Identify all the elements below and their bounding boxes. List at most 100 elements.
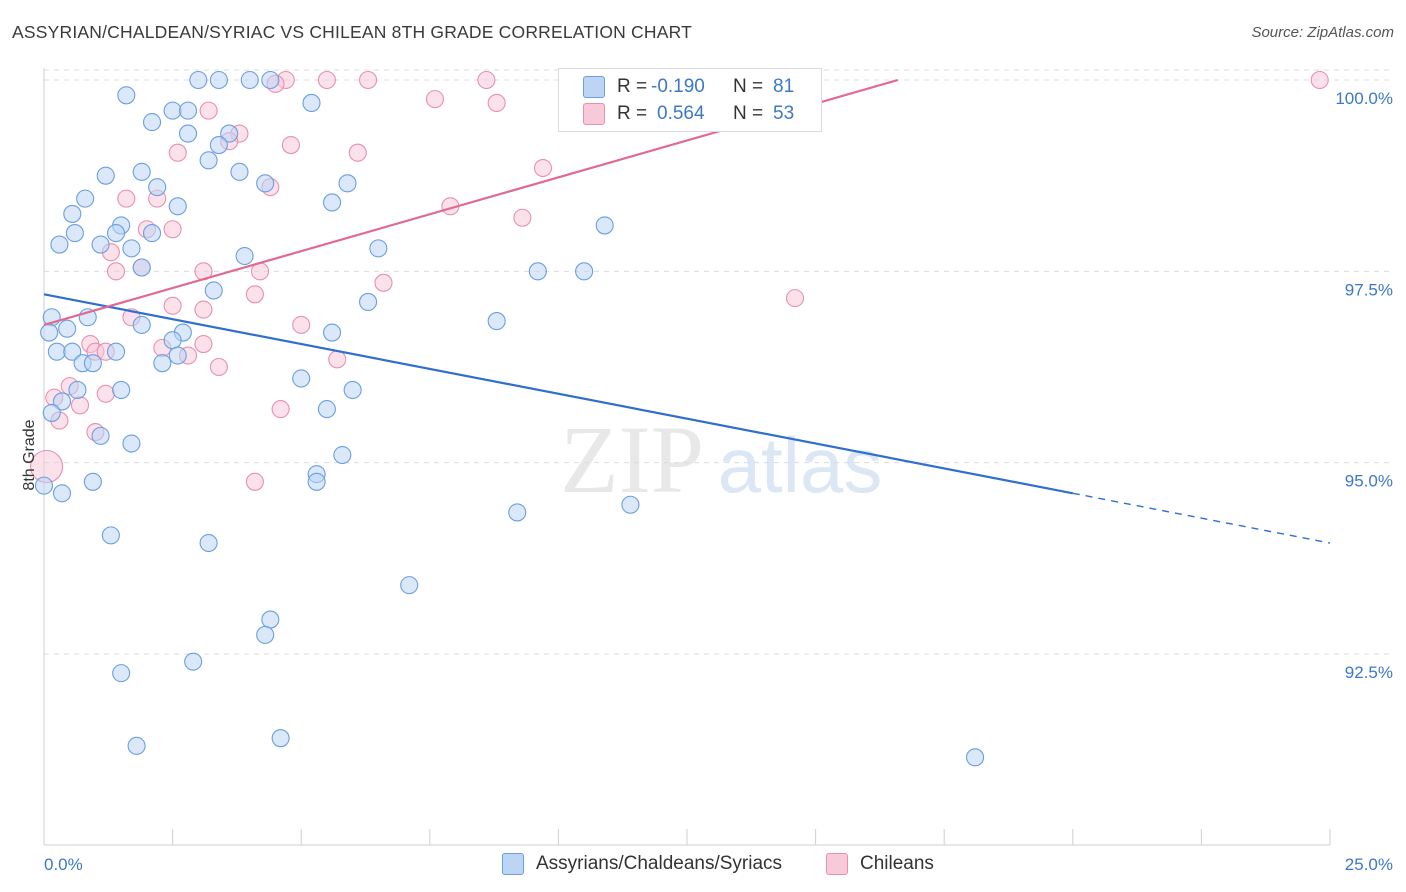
legend-item-blue[interactable]: Assyrians/Chaldeans/Syriacs <box>502 852 782 876</box>
blue-point <box>209 70 228 90</box>
blue-point <box>96 166 115 185</box>
pink-swatch <box>583 103 605 125</box>
blue-point <box>63 204 82 223</box>
blue-point <box>76 189 95 208</box>
blue-trend-extension <box>1072 492 1331 544</box>
pink-point <box>117 189 136 208</box>
blue-point <box>168 197 187 216</box>
blue-point <box>966 748 985 767</box>
blue-point <box>595 216 614 235</box>
legend-pink-label: Chileans <box>860 853 934 874</box>
blue-point <box>256 625 275 644</box>
blue-point <box>292 369 311 388</box>
pink-point <box>425 90 444 109</box>
blue-point <box>333 445 352 465</box>
blue-point <box>91 426 110 445</box>
blue-point <box>132 258 151 277</box>
blue-point <box>63 342 82 361</box>
watermark: ZIP atlas <box>560 406 882 513</box>
blue-point <box>112 664 131 683</box>
pink-point <box>194 300 213 319</box>
blue-point <box>163 331 182 350</box>
blue-point <box>271 729 290 748</box>
blue-point <box>178 101 198 120</box>
y-tick-label: 92.5% <box>1345 663 1393 682</box>
blue-point <box>58 319 77 338</box>
blue-point <box>307 472 326 491</box>
blue-point <box>575 262 594 281</box>
grid-lines <box>44 69 1390 655</box>
pink-point <box>281 136 300 155</box>
blue-point <box>230 162 249 181</box>
pink-point <box>487 93 506 113</box>
pink-point <box>271 400 290 419</box>
pink-n-value: 53 <box>773 103 795 124</box>
source-label: Source: ZipAtlas.com <box>1251 24 1394 41</box>
blue-point <box>168 346 187 365</box>
legend-item-pink[interactable]: Chileans <box>826 852 934 876</box>
blue-points <box>34 70 985 767</box>
pink-point <box>168 143 187 162</box>
pink-r-value: 0.564 <box>657 103 705 124</box>
blue-point <box>343 380 362 400</box>
legend-pink-swatch <box>826 853 848 875</box>
pink-point <box>317 70 336 90</box>
pink-point <box>533 158 553 178</box>
blue-point <box>101 526 120 545</box>
y-tick-label: 100.0% <box>1335 89 1393 108</box>
blue-point <box>359 292 378 311</box>
pink-point <box>96 384 115 403</box>
blue-point <box>68 380 87 400</box>
chart-title: ASSYRIAN/CHALDEAN/SYRIAC VS CHILEAN 8TH … <box>12 22 693 42</box>
pink-point <box>209 357 228 377</box>
pink-r-label: R = <box>617 103 648 124</box>
y-axis-title: 8th Grade <box>21 419 38 490</box>
x-tick-label-max: 25.0% <box>1345 855 1393 874</box>
blue-point <box>240 70 259 90</box>
blue-point <box>261 610 280 629</box>
blue-point <box>199 533 218 553</box>
pink-point <box>163 220 182 239</box>
blue-point <box>184 652 203 671</box>
pink-point <box>199 101 218 120</box>
y-tick-label: 97.5% <box>1345 280 1393 299</box>
pink-point <box>374 273 393 292</box>
blue-point <box>52 392 72 411</box>
blue-point <box>117 86 136 105</box>
blue-point <box>487 312 506 331</box>
stats-row-blue: R = -0.190 N = 81 <box>559 73 821 101</box>
pink-point <box>70 396 90 415</box>
pink-point <box>194 334 213 354</box>
stats-row-pink: R = 0.564 N = 53 <box>559 100 821 128</box>
blue-point <box>189 70 208 90</box>
tick-labels: 100.0% 97.5% 95.0% 92.5% 0.0% 25.0% <box>44 89 1393 874</box>
blue-r-label: R = <box>617 76 648 97</box>
blue-point <box>40 323 59 342</box>
blue-point <box>142 224 162 243</box>
stats-legend: R = -0.190 N = 81 R = 0.564 N = 53 <box>558 68 822 132</box>
blue-point <box>153 354 172 373</box>
pink-point <box>1310 70 1329 90</box>
blue-point <box>235 246 254 266</box>
blue-point <box>132 162 151 181</box>
blue-point <box>508 503 527 522</box>
blue-point <box>199 151 218 170</box>
blue-trend-line <box>43 293 1074 495</box>
blue-point <box>220 124 239 143</box>
blue-point <box>528 262 547 281</box>
pink-point <box>328 350 347 369</box>
watermark-zip: ZIP <box>560 406 704 513</box>
pink-point <box>348 143 367 162</box>
blue-point <box>338 174 357 193</box>
blue-point <box>91 235 110 254</box>
blue-point <box>261 70 280 90</box>
blue-point <box>50 235 69 254</box>
blue-point <box>106 342 126 361</box>
legend-blue-label: Assyrians/Chaldeans/Syriacs <box>536 853 783 874</box>
pink-point <box>477 70 496 90</box>
blue-point <box>178 124 198 143</box>
blue-point <box>209 136 228 155</box>
blue-point <box>127 736 146 755</box>
blue-point <box>256 174 275 193</box>
blue-point <box>122 239 141 258</box>
